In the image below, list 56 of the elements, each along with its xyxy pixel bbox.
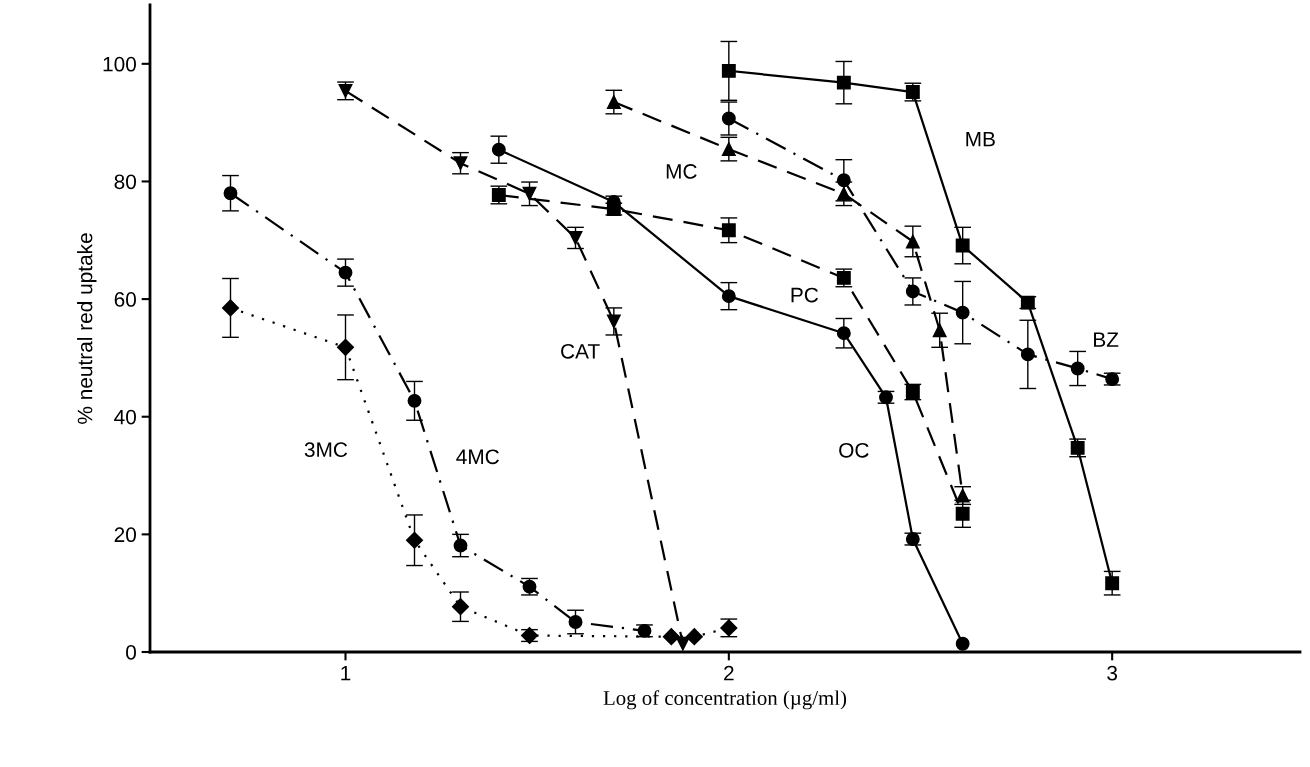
point [1070,361,1085,376]
point [721,63,736,78]
series-label: OC [839,442,869,458]
point [955,506,970,521]
point [336,338,355,356]
point [721,223,736,238]
point [1105,576,1120,591]
point [905,234,920,249]
x-tick-label: 2 [724,665,734,681]
point [223,186,238,201]
point [568,615,583,629]
point [338,265,353,280]
point [955,238,970,253]
point [221,299,240,317]
series-label: 3MC [304,442,348,458]
point [836,326,851,341]
point [675,636,690,651]
point [932,323,947,338]
point [405,531,424,549]
point [453,538,468,553]
point [568,230,583,245]
y-tick-label: 20 [114,527,136,543]
series-label: PC [791,287,819,303]
point [662,628,680,646]
x-axis-title: Log of concentration (µg/ml) [603,690,847,710]
y-tick-label: 60 [114,292,136,307]
point [522,186,537,201]
x-tick-label: 1 [341,665,351,681]
point [606,314,621,329]
y-tick-label: 0 [126,645,136,660]
point [905,284,920,299]
point [453,156,468,171]
y-tick-label: 40 [114,409,136,425]
point [606,95,621,109]
point [721,289,736,304]
point [955,636,970,651]
series-label: MC [666,164,697,179]
series-label: CAT [561,343,600,359]
series-label: BZ [1094,332,1119,347]
point [451,598,470,616]
point [955,305,970,320]
point [836,173,851,188]
x-tick-label: 3 [1107,665,1118,681]
series-label: 4MC [456,449,499,465]
point [491,142,506,157]
point [721,142,736,157]
point [836,186,851,201]
y-tick-label: 100 [103,56,136,72]
point [1020,347,1035,362]
point [836,75,851,90]
point [407,393,422,408]
series-label: MB [966,131,995,147]
point [685,628,703,646]
y-tick-label: 80 [114,174,136,190]
point [721,111,736,126]
y-axis-title: % neutral red uptake [77,233,97,424]
